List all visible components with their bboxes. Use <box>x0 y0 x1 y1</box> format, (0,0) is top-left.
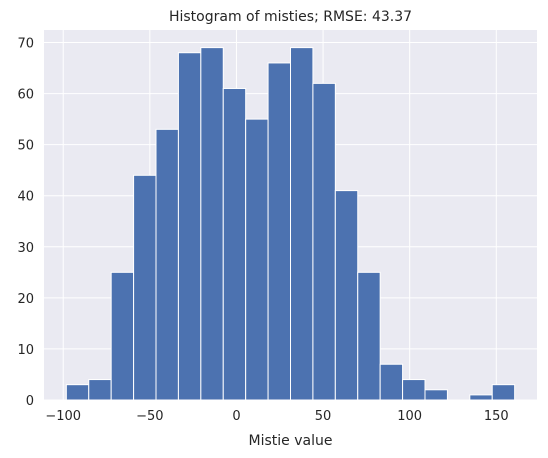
x-tick-label: 150 <box>484 409 509 424</box>
histogram-bar <box>177 52 202 401</box>
chart-title: Histogram of misties; RMSE: 43.37 <box>169 9 412 25</box>
histogram-bar <box>491 384 516 401</box>
y-tick-label: 30 <box>17 241 34 256</box>
histogram-bar <box>379 363 404 401</box>
x-tick-label: 0 <box>232 409 240 424</box>
histogram-bar <box>133 174 157 401</box>
x-tick-label: 100 <box>397 409 422 424</box>
histogram-bar <box>245 118 269 401</box>
x-axis-label: Mistie value <box>249 433 333 449</box>
x-tick-label: 50 <box>315 409 332 424</box>
histogram-bar <box>222 87 247 401</box>
histogram-bar <box>424 389 448 401</box>
histogram-bar <box>469 394 493 401</box>
histogram-bar <box>200 47 224 401</box>
x-tick-label: −50 <box>136 409 163 424</box>
histogram-bar <box>312 82 336 401</box>
histogram-bar <box>402 379 426 401</box>
bars-group <box>65 47 516 401</box>
histogram-bar <box>357 271 381 401</box>
y-tick-label: 20 <box>17 292 34 307</box>
histogram-bar <box>334 190 359 401</box>
y-tick-label: 0 <box>26 394 34 409</box>
x-tick-label: −100 <box>45 409 81 424</box>
histogram-bar <box>267 62 291 401</box>
histogram-bar <box>110 271 135 401</box>
histogram-bar <box>155 128 179 401</box>
y-tick-label: 50 <box>17 139 34 154</box>
x-tick-labels: −100 −50 0 50 100 150 <box>45 409 508 424</box>
y-tick-label: 70 <box>17 37 34 52</box>
y-tick-label: 40 <box>17 190 34 205</box>
histogram-bar <box>88 379 112 401</box>
y-tick-labels: 0 10 20 30 40 50 60 70 <box>17 37 34 409</box>
histogram-bar <box>65 384 90 401</box>
y-tick-label: 10 <box>17 343 34 358</box>
y-tick-label: 60 <box>17 88 34 103</box>
histogram-bar <box>290 47 314 401</box>
